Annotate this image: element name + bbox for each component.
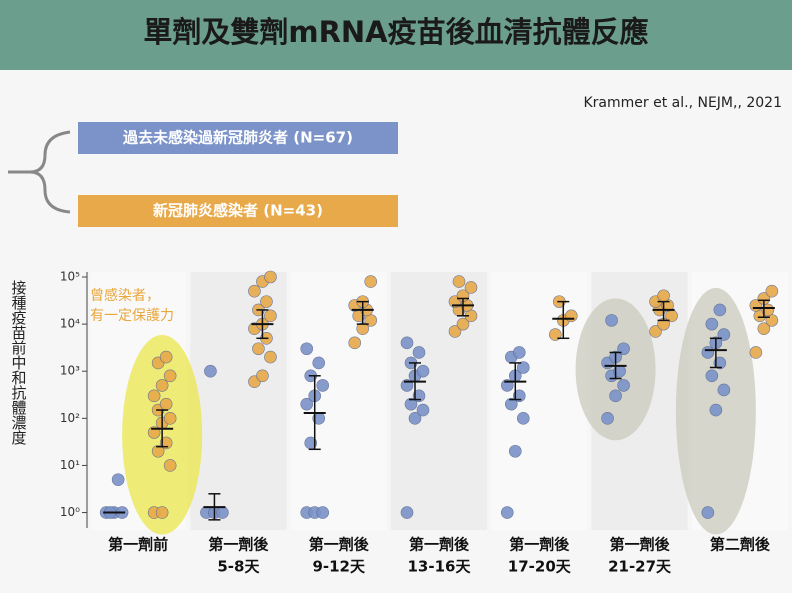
data-point bbox=[416, 364, 430, 378]
data-point bbox=[717, 383, 731, 397]
slide-title: 單劑及雙劑mRNA疫苗後血清抗體反應 bbox=[143, 15, 648, 49]
data-point bbox=[111, 473, 125, 486]
data-point bbox=[316, 379, 330, 392]
data-point bbox=[400, 506, 414, 519]
data-point bbox=[617, 379, 630, 392]
data-point bbox=[516, 412, 530, 425]
x-tick-label: 5-8天 bbox=[217, 558, 260, 576]
data-point bbox=[248, 284, 261, 298]
data-point bbox=[151, 444, 165, 458]
data-point bbox=[649, 325, 662, 338]
data-point bbox=[601, 412, 614, 425]
data-point bbox=[300, 397, 314, 411]
y-tick-label: 10² bbox=[60, 411, 80, 425]
data-point bbox=[452, 275, 466, 288]
data-point bbox=[264, 350, 277, 364]
data-point bbox=[705, 369, 719, 383]
data-point bbox=[364, 275, 378, 288]
x-tick-label: 21-27天 bbox=[608, 558, 672, 576]
annotation: 曾感染者， bbox=[90, 287, 160, 304]
legend-label: 過去未感染過新冠肺炎者 (N=67) bbox=[122, 129, 353, 147]
x-tick-label: 第二劑後 bbox=[710, 536, 771, 554]
source: Krammer et al., NEJM,, 2021 bbox=[584, 95, 783, 111]
data-point bbox=[316, 506, 330, 519]
x-tick-label: 第一劑後 bbox=[409, 536, 470, 554]
data-point bbox=[159, 397, 173, 411]
data-point bbox=[312, 356, 326, 370]
data-point bbox=[155, 379, 169, 392]
y-axis-label: 接種疫苗前中和抗體濃度 bbox=[10, 280, 28, 445]
data-point bbox=[163, 412, 177, 425]
data-point bbox=[252, 342, 265, 356]
data-point bbox=[605, 314, 618, 327]
data-point bbox=[159, 350, 173, 364]
data-point bbox=[260, 295, 273, 308]
data-point bbox=[204, 364, 217, 378]
data-point bbox=[216, 506, 229, 519]
y-tick-label: 10⁴ bbox=[60, 317, 80, 331]
data-point bbox=[564, 309, 578, 323]
data-point bbox=[404, 397, 418, 411]
data-point bbox=[408, 412, 422, 425]
data-point bbox=[464, 281, 478, 294]
data-point bbox=[300, 342, 314, 356]
title-band bbox=[0, 0, 792, 70]
data-point bbox=[163, 369, 177, 383]
data-point bbox=[500, 506, 514, 519]
legend-swatch bbox=[78, 195, 398, 227]
x-tick-label: 13-16天 bbox=[408, 558, 472, 576]
data-point bbox=[256, 369, 269, 383]
y-tick-label: 10⁰ bbox=[60, 505, 80, 519]
data-point bbox=[264, 309, 277, 323]
data-point bbox=[416, 403, 430, 417]
data-point bbox=[512, 346, 526, 359]
data-point bbox=[448, 325, 462, 338]
data-point bbox=[504, 397, 518, 411]
data-point bbox=[757, 322, 771, 335]
x-tick-label: 第一劑後 bbox=[208, 536, 269, 554]
data-point bbox=[163, 459, 177, 472]
data-point bbox=[412, 346, 426, 359]
data-point bbox=[155, 506, 169, 519]
x-tick-label: 第一劑後 bbox=[509, 536, 570, 554]
data-point bbox=[709, 403, 723, 417]
data-point bbox=[761, 303, 775, 317]
data-point bbox=[765, 284, 779, 298]
x-tick-label: 第一劑後 bbox=[309, 536, 370, 554]
data-point bbox=[609, 389, 622, 403]
legend-swatch bbox=[78, 122, 398, 154]
x-tick-label: 9-12天 bbox=[312, 558, 366, 576]
data-point bbox=[516, 361, 530, 374]
data-point bbox=[348, 336, 362, 350]
data-point bbox=[147, 389, 161, 403]
data-point bbox=[701, 346, 715, 359]
legend-label: 新冠肺炎感染者 (N=43) bbox=[153, 202, 323, 220]
x-tick-label: 第一劑後 bbox=[610, 536, 671, 554]
data-point bbox=[705, 317, 719, 331]
data-point bbox=[713, 356, 727, 370]
annotation: 有一定保護力 bbox=[90, 308, 174, 324]
data-point bbox=[701, 506, 715, 519]
y-tick-label: 10³ bbox=[60, 364, 80, 378]
data-point bbox=[508, 444, 522, 458]
data-point bbox=[400, 336, 414, 350]
data-point bbox=[657, 289, 670, 303]
x-tick-label: 第一劑前 bbox=[108, 536, 168, 554]
data-point bbox=[264, 270, 277, 284]
data-point bbox=[749, 346, 763, 359]
legend: 過去未感染過新冠肺炎者 (N=67) 新冠肺炎感染者 (N=43) bbox=[78, 122, 398, 227]
x-tick-label: 17-20天 bbox=[508, 558, 572, 576]
data-point bbox=[713, 303, 727, 317]
y-tick-label: 10¹ bbox=[60, 458, 80, 472]
data-point bbox=[456, 317, 470, 331]
y-tick-label: 10⁵ bbox=[60, 270, 80, 284]
